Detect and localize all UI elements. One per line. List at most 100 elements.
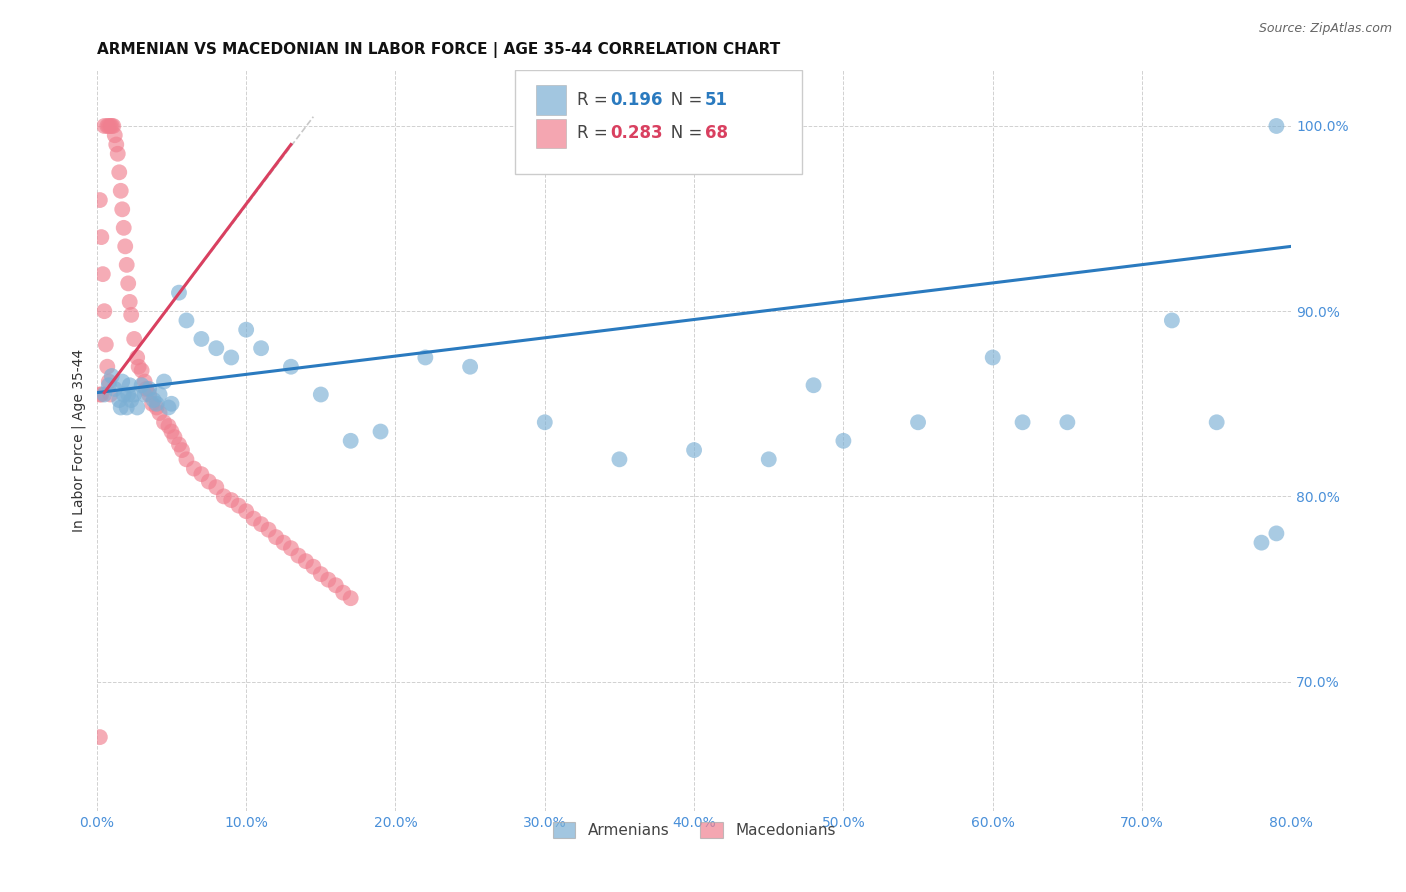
Point: [148, 387, 170, 401]
Point: [135, 382, 157, 396]
Point: [110, 401, 132, 415]
Point: [103, 119, 125, 133]
Point: [93, 387, 115, 401]
Point: [242, 511, 264, 525]
Point: [1205, 415, 1227, 429]
Point: [302, 559, 325, 574]
Point: [118, 378, 141, 392]
Point: [1011, 415, 1033, 429]
Point: [134, 387, 156, 401]
Point: [157, 401, 180, 415]
Point: [228, 499, 250, 513]
Point: [170, 443, 193, 458]
Point: [309, 387, 332, 401]
Point: [981, 351, 1004, 365]
Point: [309, 567, 332, 582]
Point: [108, 165, 131, 179]
Y-axis label: In Labor Force | Age 35-44: In Labor Force | Age 35-44: [72, 350, 86, 533]
Point: [145, 397, 167, 411]
Text: R =: R =: [576, 91, 613, 109]
Point: [141, 397, 163, 411]
Point: [235, 323, 257, 337]
Point: [127, 401, 149, 415]
Point: [219, 351, 242, 365]
Point: [138, 387, 160, 401]
Point: [257, 523, 280, 537]
Point: [98, 387, 121, 401]
Point: [89, 193, 111, 207]
Point: [250, 341, 273, 355]
Point: [122, 332, 145, 346]
Text: R =: R =: [576, 124, 613, 143]
Point: [91, 267, 114, 281]
Point: [332, 585, 354, 599]
Point: [122, 387, 145, 401]
Point: [370, 425, 392, 439]
Point: [118, 294, 141, 309]
Point: [758, 452, 780, 467]
Point: [101, 119, 124, 133]
Point: [153, 375, 176, 389]
Point: [533, 415, 555, 429]
Point: [287, 549, 309, 563]
Point: [120, 393, 142, 408]
Point: [131, 363, 153, 377]
Point: [120, 308, 142, 322]
Point: [138, 382, 160, 396]
Point: [683, 443, 706, 458]
Point: [280, 359, 302, 374]
Point: [190, 332, 212, 346]
Point: [832, 434, 855, 448]
Point: [167, 285, 190, 300]
Point: [153, 415, 176, 429]
Point: [117, 387, 139, 401]
Point: [101, 369, 124, 384]
Point: [128, 359, 150, 374]
Point: [325, 578, 347, 592]
Text: Source: ZipAtlas.com: Source: ZipAtlas.com: [1258, 22, 1392, 36]
Point: [97, 119, 120, 133]
Point: [160, 397, 183, 411]
Legend: Armenians, Macedonians: Armenians, Macedonians: [547, 816, 842, 845]
Point: [110, 184, 132, 198]
Point: [145, 401, 167, 415]
Point: [458, 359, 481, 374]
Point: [111, 375, 134, 389]
Point: [105, 137, 128, 152]
Point: [96, 119, 118, 133]
Point: [115, 258, 138, 272]
Point: [1265, 119, 1288, 133]
Point: [89, 387, 111, 401]
Point: [104, 128, 127, 143]
Point: [98, 119, 121, 133]
Point: [111, 202, 134, 217]
Point: [96, 359, 118, 374]
Point: [108, 393, 131, 408]
Point: [1160, 313, 1182, 327]
Point: [93, 119, 115, 133]
Text: 51: 51: [704, 91, 728, 109]
Point: [157, 419, 180, 434]
Point: [250, 517, 273, 532]
Point: [167, 437, 190, 451]
Text: N =: N =: [655, 91, 707, 109]
Point: [134, 375, 156, 389]
Point: [163, 430, 186, 444]
Text: ARMENIAN VS MACEDONIAN IN LABOR FORCE | AGE 35-44 CORRELATION CHART: ARMENIAN VS MACEDONIAN IN LABOR FORCE | …: [97, 42, 780, 58]
Point: [803, 378, 825, 392]
Point: [127, 351, 149, 365]
Point: [316, 573, 339, 587]
Point: [104, 382, 127, 396]
Point: [176, 313, 198, 327]
Point: [264, 530, 287, 544]
Point: [1250, 535, 1272, 549]
Point: [97, 375, 120, 389]
Text: N =: N =: [655, 124, 707, 143]
Point: [142, 393, 165, 408]
Point: [198, 475, 221, 489]
Text: 68: 68: [704, 124, 728, 143]
Point: [114, 239, 136, 253]
Point: [235, 504, 257, 518]
Point: [219, 493, 242, 508]
Point: [148, 406, 170, 420]
